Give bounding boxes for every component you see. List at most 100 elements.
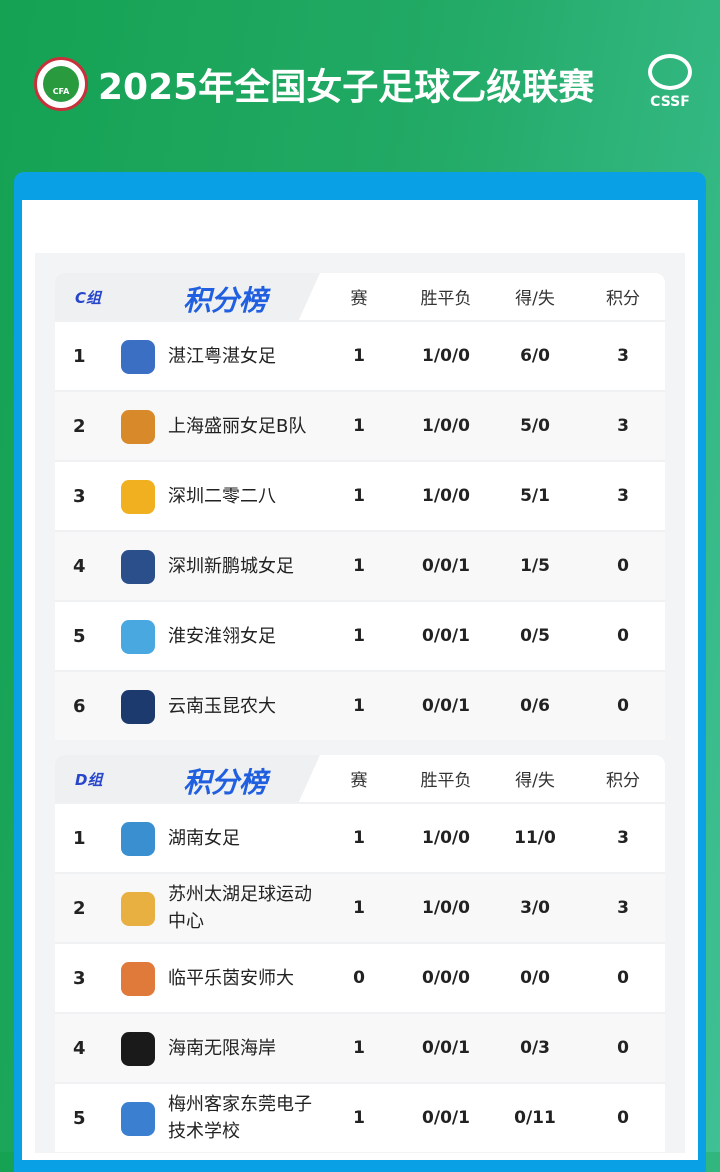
table-row[interactable]: 4 海南无限海岸 1 0/0/1 0/3 0	[55, 1012, 665, 1082]
wdl: 1/0/0	[422, 416, 470, 436]
wdl: 1/0/0	[422, 898, 470, 918]
team-name: 湖南女足	[168, 827, 240, 849]
cssf-logo: CSSF	[642, 54, 698, 114]
team-name: 深圳二零二八	[168, 485, 276, 507]
team-logo-icon	[121, 892, 155, 926]
team-name: 湛江粤湛女足	[168, 345, 276, 367]
wdl: 0/0/1	[422, 696, 470, 716]
played: 1	[353, 1108, 365, 1128]
rank: 2	[73, 897, 86, 919]
rank: 3	[73, 485, 86, 507]
col-points: 积分	[606, 289, 640, 309]
team-name: 梅州客家东莞电子技术学校	[168, 1094, 312, 1142]
points: 0	[617, 696, 629, 716]
team-logo-icon	[121, 550, 155, 584]
team-name: 苏州太湖足球运动中心	[168, 884, 312, 932]
gf-ga: 11/0	[514, 828, 556, 848]
wdl: 1/0/0	[422, 346, 470, 366]
standings-table-1: D组 积分榜 赛 胜平负 得/失 积分 1 湖南女足 1 1/0/0 11/0 …	[55, 755, 665, 1152]
points: 3	[617, 828, 629, 848]
wdl: 0/0/1	[422, 626, 470, 646]
team-logo-icon	[121, 480, 155, 514]
team-logo-icon	[121, 1102, 155, 1136]
points: 0	[617, 1108, 629, 1128]
rank: 3	[73, 967, 86, 989]
table-header: C组 积分榜 赛 胜平负 得/失 积分	[55, 273, 665, 320]
points: 0	[617, 968, 629, 988]
team-name: 深圳新鹏城女足	[168, 555, 294, 577]
gf-ga: 0/5	[520, 626, 550, 646]
rank: 4	[73, 555, 86, 577]
standings-table-0: C组 积分榜 赛 胜平负 得/失 积分 1 湛江粤湛女足 1 1/0/0 6/0…	[55, 273, 665, 740]
col-played: 赛	[350, 289, 368, 309]
rank: 5	[73, 625, 86, 647]
table-row[interactable]: 3 临平乐茵安师大 0 0/0/0 0/0 0	[55, 942, 665, 1012]
team-logo-icon	[121, 1032, 155, 1066]
team-logo-icon	[121, 690, 155, 724]
team-logo-icon	[121, 620, 155, 654]
gf-ga: 0/6	[520, 696, 550, 716]
table-row[interactable]: 1 湛江粤湛女足 1 1/0/0 6/0 3	[55, 320, 665, 390]
table-row[interactable]: 1 湖南女足 1 1/0/0 11/0 3	[55, 802, 665, 872]
rank: 6	[73, 695, 86, 717]
wdl: 0/0/0	[422, 968, 470, 988]
cfa-logo: CFA	[34, 57, 88, 111]
table-header: D组 积分榜 赛 胜平负 得/失 积分	[55, 755, 665, 802]
wdl: 1/0/0	[422, 486, 470, 506]
rank: 4	[73, 1037, 86, 1059]
table-row[interactable]: 5 梅州客家东莞电子技术学校 1 0/0/1 0/11 0	[55, 1082, 665, 1152]
wdl: 1/0/0	[422, 828, 470, 848]
table-row[interactable]: 4 深圳新鹏城女足 1 0/0/1 1/5 0	[55, 530, 665, 600]
points: 3	[617, 898, 629, 918]
wdl: 0/0/1	[422, 1038, 470, 1058]
table-row[interactable]: 3 深圳二零二八 1 1/0/0 5/1 3	[55, 460, 665, 530]
played: 1	[353, 1038, 365, 1058]
team-logo-icon	[121, 340, 155, 374]
rank: 5	[73, 1107, 86, 1129]
standings-title: 积分榜	[183, 766, 268, 799]
team-name: 上海盛丽女足B队	[168, 415, 307, 437]
played: 1	[353, 898, 365, 918]
group-label: C组	[75, 289, 102, 307]
points: 0	[617, 1038, 629, 1058]
table-row[interactable]: 2 苏州太湖足球运动中心 1 1/0/0 3/0 3	[55, 872, 665, 942]
team-name: 淮安淮翎女足	[168, 625, 276, 647]
page-header: CFA 2025年全国女子足球乙级联赛 CSSF	[0, 52, 720, 116]
team-logo-icon	[121, 822, 155, 856]
col-points: 积分	[606, 771, 640, 791]
team-name: 临平乐茵安师大	[168, 967, 294, 989]
gf-ga: 0/3	[520, 1038, 550, 1058]
played: 1	[353, 626, 365, 646]
col-played: 赛	[350, 771, 368, 791]
played: 1	[353, 556, 365, 576]
col-wdl: 胜平负	[420, 289, 472, 309]
gf-ga: 5/0	[520, 416, 550, 436]
points: 0	[617, 626, 629, 646]
points: 3	[617, 486, 629, 506]
played: 1	[353, 346, 365, 366]
group-label: D组	[75, 771, 103, 789]
points: 3	[617, 346, 629, 366]
table-row[interactable]: 5 淮安淮翎女足 1 0/0/1 0/5 0	[55, 600, 665, 670]
gf-ga: 6/0	[520, 346, 550, 366]
rank: 1	[73, 827, 86, 849]
team-name: 海南无限海岸	[168, 1037, 276, 1059]
gf-ga: 3/0	[520, 898, 550, 918]
table-row[interactable]: 2 上海盛丽女足B队 1 1/0/0 5/0 3	[55, 390, 665, 460]
team-logo-icon	[121, 962, 155, 996]
wdl: 0/0/1	[422, 556, 470, 576]
points: 3	[617, 416, 629, 436]
played: 1	[353, 486, 365, 506]
col-gf-ga: 得/失	[515, 771, 555, 791]
team-name: 云南玉昆农大	[168, 695, 276, 717]
gf-ga: 0/11	[514, 1108, 556, 1128]
col-wdl: 胜平负	[420, 771, 472, 791]
col-gf-ga: 得/失	[515, 289, 555, 309]
gf-ga: 1/5	[520, 556, 550, 576]
table-row[interactable]: 6 云南玉昆农大 1 0/0/1 0/6 0	[55, 670, 665, 740]
played: 1	[353, 828, 365, 848]
standings-title: 积分榜	[183, 284, 268, 317]
played: 0	[353, 968, 365, 988]
gf-ga: 0/0	[520, 968, 550, 988]
team-logo-icon	[121, 410, 155, 444]
